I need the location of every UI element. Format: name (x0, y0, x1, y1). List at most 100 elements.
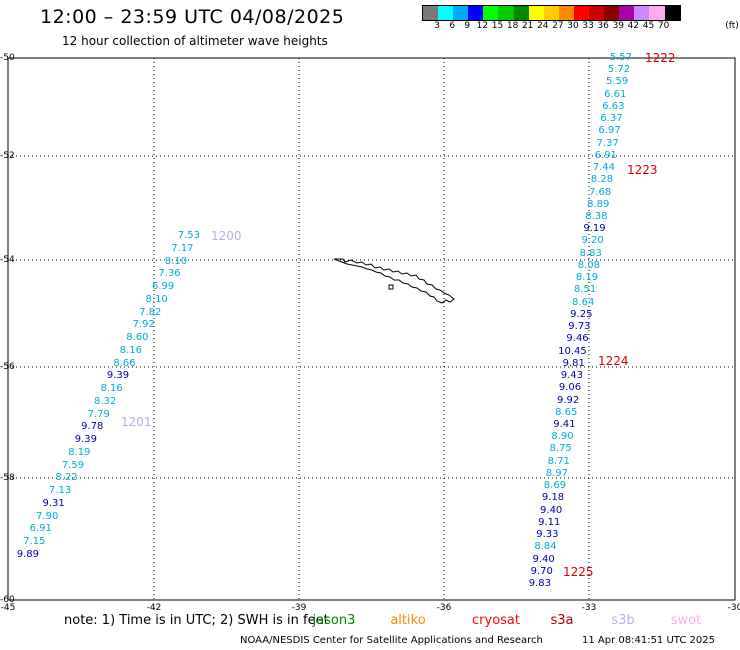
swh-value: 7.53 (177, 230, 200, 241)
swh-value: 8.90 (551, 431, 574, 443)
swh-value: 9.89 (16, 549, 39, 560)
shag-rocks-islet (388, 284, 394, 290)
swh-value: 7.59 (61, 459, 85, 471)
color-scale-swatch (543, 6, 559, 20)
color-scale-swatch (558, 6, 574, 20)
swh-value: 8.97 (545, 467, 568, 479)
swh-value: 8.83 (579, 247, 602, 259)
swh-value: 8.51 (573, 284, 597, 296)
swh-value: 7.13 (48, 485, 72, 497)
color-scale-ticks: 3 6 9 12 15 18 21 24 27 30 33 36 39 42 45 70 (422, 21, 728, 33)
track-time-label: 1225 (563, 565, 594, 579)
color-scale-bar (422, 5, 681, 21)
swh-value: 8.10 (145, 293, 168, 305)
color-scale-swatch (423, 6, 439, 20)
swh-value: 6.61 (604, 88, 627, 100)
swh-value: 8.10 (164, 255, 188, 267)
swh-value: 8.08 (577, 259, 600, 271)
swh-value: 5.72 (607, 64, 631, 76)
color-scale-tick: 27 (552, 21, 564, 31)
swh-value: 9.20 (581, 235, 604, 247)
satellite-name: altiko (390, 613, 426, 628)
swh-value: 8.19 (575, 272, 599, 284)
latitude-label: -50 (0, 53, 15, 63)
latitude-label: -56 (0, 362, 15, 372)
swh-value: 8.16 (100, 383, 123, 395)
color-scale-swatch (483, 6, 499, 20)
color-scale-tick: 42 (627, 21, 640, 31)
swh-value: 10.45 (558, 345, 587, 357)
map-subtitle: 12 hour collection of altimeter wave hei… (62, 34, 328, 48)
color-scale-tick: 21 (521, 21, 534, 31)
satellite-name: swot (670, 613, 702, 628)
swh-value: 9.92 (556, 394, 580, 406)
satellite-name: s3b (611, 613, 635, 628)
color-scale-swatch (513, 6, 529, 20)
swh-value: 7.36 (158, 268, 181, 280)
swh-value: 9.31 (42, 497, 65, 509)
map-frame (7, 57, 736, 601)
longitude-label: -42 (146, 603, 162, 613)
color-scale-swatch (528, 6, 544, 20)
color-scale-tick: 12 (476, 21, 489, 31)
swh-value: 9.40 (532, 553, 555, 565)
color-scale-tick: 30 (567, 21, 579, 31)
swh-value: 8.71 (547, 455, 570, 467)
swh-value: 9.39 (74, 434, 97, 446)
latitude-label: -52 (0, 151, 15, 161)
swh-value: 9.83 (528, 578, 551, 589)
swh-value: 9.39 (106, 370, 130, 382)
swh-value: 6.91 (29, 523, 52, 535)
track-time-label: 1224 (598, 354, 629, 368)
swh-value: 9.73 (568, 321, 591, 333)
color-scale-tick: 45 (642, 21, 655, 31)
track-time-label: 1200 (211, 229, 242, 243)
color-scale-tick: 18 (506, 21, 519, 31)
track-time-label: 1222 (645, 51, 676, 65)
color-scale-swatch (664, 6, 680, 20)
color-scale-swatch (498, 6, 514, 20)
color-scale-tick: 9 (464, 21, 471, 31)
graticule (8, 58, 735, 600)
swh-value: 6.37 (600, 113, 623, 125)
color-scale-unit: (ft) (725, 21, 739, 31)
swh-value: 9.41 (553, 418, 576, 430)
footer-note: note: 1) Time is in UTC; 2) SWH is in fe… (64, 613, 329, 628)
swh-value: 8.89 (587, 198, 610, 210)
color-scale-tick: 15 (491, 21, 504, 31)
color-scale-swatch (589, 6, 605, 20)
color-scale-swatch (438, 6, 454, 20)
swh-value: 9.11 (538, 516, 561, 528)
longitude-label: -39 (291, 603, 307, 613)
swh-value: 8.64 (572, 296, 595, 308)
swh-value: 7.37 (596, 137, 619, 149)
latitude-label: -54 (0, 255, 15, 265)
color-scale-tick: 6 (449, 21, 456, 31)
map-title: 12:00 – 23:59 UTC 04/08/2025 (40, 6, 345, 28)
satellite-name: jason3 (312, 613, 356, 628)
swh-value: 7.15 (23, 536, 46, 548)
swh-value: 6.97 (598, 125, 621, 137)
swh-value: 7.82 (139, 306, 162, 318)
track-time-label: 1223 (627, 163, 658, 177)
swh-value: 5.57 (609, 52, 632, 63)
color-scale-swatch (634, 6, 650, 20)
swh-value: 9.40 (540, 504, 563, 516)
swh-value: 7.68 (589, 186, 612, 198)
color-scale-swatch (573, 6, 590, 20)
swh-value: 5.59 (605, 76, 629, 88)
swh-value: 8.65 (555, 406, 578, 418)
swh-value: 9.78 (81, 421, 104, 433)
swh-value: 8.38 (585, 211, 608, 223)
swh-value: 8.22 (55, 472, 78, 484)
credit-line: NOAA/NESDIS Center for Satellite Applica… (240, 635, 543, 646)
swh-value: 8.75 (549, 443, 572, 455)
color-scale-swatch (649, 6, 665, 20)
color-scale-swatch (604, 6, 620, 20)
swh-value: 9.18 (541, 492, 565, 504)
satellite-name: s3a (550, 613, 574, 628)
color-scale-swatch (453, 6, 469, 20)
color-scale-tick: 39 (612, 21, 625, 31)
generation-timestamp: 11 Apr 08:41:51 UTC 2025 (582, 635, 715, 646)
